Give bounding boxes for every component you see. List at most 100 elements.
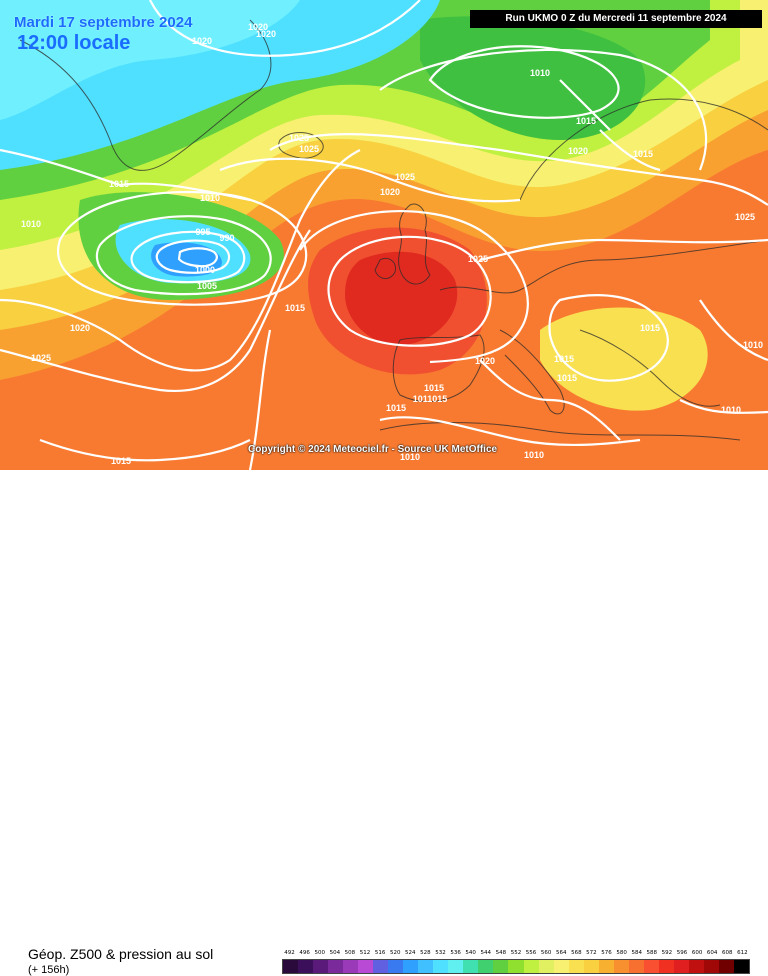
coast-italy xyxy=(499,329,565,415)
legend-swatch xyxy=(583,960,599,973)
isobar-label: 1015 xyxy=(557,373,577,383)
isobar-label: 1010 xyxy=(200,193,220,203)
legend-label: 544 xyxy=(480,950,492,956)
isobar-label: 1000 xyxy=(195,265,215,275)
isobar-1015-med xyxy=(479,359,621,441)
isobar-low-1010 xyxy=(57,190,308,306)
legend-swatch xyxy=(403,960,419,973)
legend-label: 588 xyxy=(646,950,658,956)
legend-swatch xyxy=(523,960,539,973)
coastlines xyxy=(19,19,768,441)
isobar-label: 1010 xyxy=(530,68,550,78)
coast-north-europe xyxy=(439,239,768,294)
coast-north-africa xyxy=(379,422,741,441)
legend-label: 600 xyxy=(691,950,703,956)
legend-swatch xyxy=(388,960,404,973)
isobar-high-1025 xyxy=(299,210,529,364)
legend-label: 500 xyxy=(314,950,325,956)
isobars xyxy=(0,0,768,470)
coast-iberia xyxy=(392,334,485,403)
isobar-1010-se xyxy=(679,399,768,414)
legend-label: 596 xyxy=(676,950,688,956)
field-low-west-core xyxy=(151,242,222,277)
isobar-label: 1025 xyxy=(468,254,488,264)
isobar-label: 1020 xyxy=(248,22,268,32)
legend-swatch xyxy=(418,960,434,973)
isobar-balkan-1015 xyxy=(548,294,669,382)
forecast-lead-time: (+ 156h) xyxy=(28,964,70,976)
legend-label: 572 xyxy=(586,950,597,956)
isobar-label: 1020 xyxy=(568,146,588,156)
coast-britain xyxy=(398,203,431,285)
legend-label: 548 xyxy=(495,950,507,956)
isobar-label: 1020 xyxy=(192,36,212,46)
legend-swatch xyxy=(373,960,389,973)
isobar-label: 1020 xyxy=(256,29,276,39)
isobar-label: 1025 xyxy=(31,353,51,363)
legend-swatch xyxy=(478,960,494,973)
legend-label: 580 xyxy=(616,950,627,956)
isobar-label: 1010 xyxy=(743,340,763,350)
isobar-high-1030 xyxy=(327,235,492,347)
isobar-label: 1010 xyxy=(21,219,41,229)
isobar-low-1000 xyxy=(130,230,246,284)
legend-swatch xyxy=(448,960,464,973)
isobar-1010-east xyxy=(699,299,768,362)
isobar-1015-sw xyxy=(39,438,251,462)
copyright-notice: Copyright © 2024 Meteociel.fr - Source U… xyxy=(248,444,498,455)
isobar-label: 1010 xyxy=(400,452,420,462)
legend-swatch xyxy=(283,960,299,973)
isobar-label: 1011015 xyxy=(413,394,448,404)
isobar-label: 1015 xyxy=(554,354,574,364)
legend-swatches xyxy=(282,959,750,974)
legend-swatch xyxy=(553,960,569,973)
legend-swatch xyxy=(628,960,644,973)
legend-label: 564 xyxy=(555,950,567,956)
legend-swatch xyxy=(658,960,674,973)
legend-labels: 492 496 500 504 508 512 516 520 524 528 532 536 540 5… xyxy=(282,948,750,958)
legend-label: 536 xyxy=(450,950,461,956)
field-high-core xyxy=(345,251,458,346)
isobar-label: 1015 xyxy=(640,323,660,333)
isobar-label: 1010 xyxy=(524,450,544,460)
isobar-label: 1015 xyxy=(576,116,596,126)
legend-label: 496 xyxy=(299,950,310,956)
isobar-1020-west xyxy=(0,149,361,372)
legend-swatch xyxy=(718,960,734,973)
legend-swatch xyxy=(343,960,359,973)
legend-label: 524 xyxy=(405,950,416,956)
weather-map: 1020 1020 1020 1010 1015 1020 1015 1025 1025 1025… xyxy=(0,0,768,470)
legend-swatch xyxy=(613,960,629,973)
legend-label: 504 xyxy=(329,950,341,956)
legend-swatch xyxy=(673,960,689,973)
isobar-label: 1020 xyxy=(70,323,90,333)
legend-label: 560 xyxy=(540,950,552,956)
legend-swatch xyxy=(493,960,509,973)
legend-label: 516 xyxy=(374,950,386,956)
isobar-1015-north2 xyxy=(559,79,611,131)
legend-label: 576 xyxy=(601,950,612,956)
isobar-1015-west xyxy=(0,148,251,202)
legend-swatch xyxy=(358,960,374,973)
isobar-label: 1015 xyxy=(109,179,129,189)
isobar-label: 1015 xyxy=(111,456,131,466)
footer-bar: Géop. Z500 & pression au sol (+ 156h) 49… xyxy=(0,470,768,976)
legend-swatch xyxy=(733,960,749,973)
legend-swatch xyxy=(433,960,449,973)
legend-label: 568 xyxy=(571,950,582,956)
coast-iceland xyxy=(278,132,324,159)
run-info-badge: Run UKMO 0 Z du Mercredi 11 septembre 20… xyxy=(470,10,762,28)
color-scale-legend: 492 496 500 504 508 512 516 520 524 528 532 536 540 5… xyxy=(282,948,750,976)
legend-label: 540 xyxy=(465,950,476,956)
isobar-label: 1015 xyxy=(633,149,653,159)
legend-swatch xyxy=(538,960,554,973)
legend-label: 604 xyxy=(706,950,718,956)
isobar-label: 1025 xyxy=(735,212,755,222)
isobar-north-1015 xyxy=(379,48,708,171)
legend-label: 608 xyxy=(722,950,733,956)
legend-label: 592 xyxy=(661,950,673,956)
forecast-time: 12:00 locale xyxy=(17,32,131,54)
coast-ireland xyxy=(374,257,397,279)
